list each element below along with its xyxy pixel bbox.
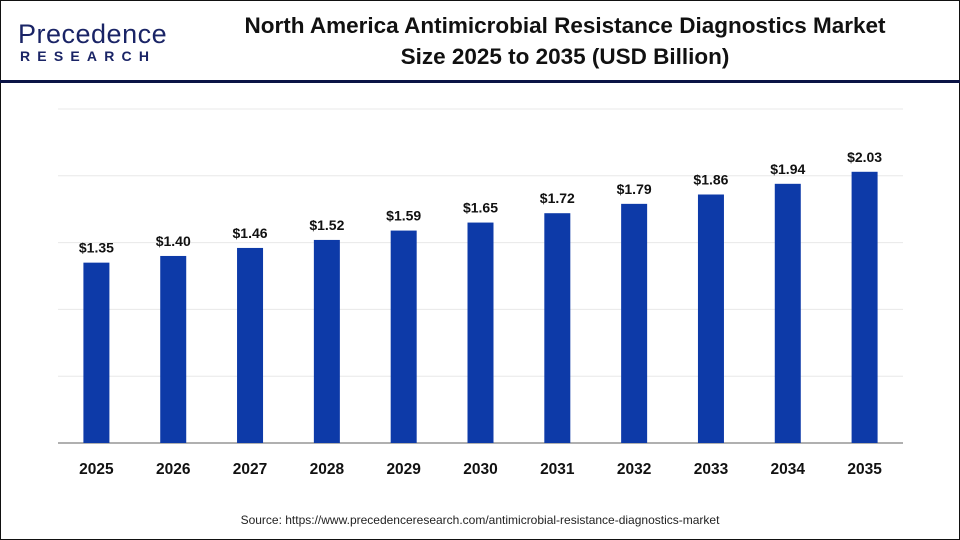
bar-2027 xyxy=(237,247,264,443)
x-tick-label: 2035 xyxy=(847,461,882,478)
bar-2032 xyxy=(621,203,648,443)
logo-subtitle: RESEARCH xyxy=(20,48,157,64)
data-label: $1.52 xyxy=(309,217,344,233)
x-tick-label: 2028 xyxy=(310,461,345,478)
data-label: $2.03 xyxy=(847,149,882,165)
data-label: $1.86 xyxy=(693,172,728,188)
x-tick-label: 2026 xyxy=(156,461,191,478)
data-label: $1.94 xyxy=(770,161,805,177)
x-tick-label: 2030 xyxy=(463,461,497,478)
bar-2025 xyxy=(83,262,110,443)
data-label: $1.59 xyxy=(386,208,421,224)
bar-2033 xyxy=(697,194,724,443)
bar-2034 xyxy=(774,183,801,444)
bar-2031 xyxy=(544,213,571,443)
data-label: $1.35 xyxy=(79,240,114,256)
header-divider xyxy=(0,80,960,83)
title-line-2: Size 2025 to 2035 (USD Billion) xyxy=(400,44,730,69)
data-label: $1.46 xyxy=(233,225,268,241)
bar-2029 xyxy=(390,230,417,443)
x-tick-label: 2027 xyxy=(233,461,267,478)
x-tick-label: 2033 xyxy=(694,461,729,478)
chart-title: North America Antimicrobial Resistance D… xyxy=(190,10,940,72)
bar-2035 xyxy=(851,171,878,444)
bar-2030 xyxy=(467,222,494,443)
logo-wordmark: Precedence xyxy=(18,19,168,49)
x-tick-label: 2032 xyxy=(617,461,651,478)
bar-2026 xyxy=(160,255,187,443)
logo: Precedence RESEARCH xyxy=(18,20,167,64)
x-tick-label: 2034 xyxy=(771,461,806,478)
data-label: $1.65 xyxy=(463,200,498,216)
data-label: $1.40 xyxy=(156,233,191,249)
x-tick-label: 2029 xyxy=(386,461,421,478)
x-tick-label: 2031 xyxy=(540,461,575,478)
data-label: $1.72 xyxy=(540,190,575,206)
title-line-1: North America Antimicrobial Resistance D… xyxy=(244,13,886,38)
bar-2028 xyxy=(313,239,340,443)
data-label: $1.79 xyxy=(617,181,652,197)
source-note: Source: https://www.precedenceresearch.c… xyxy=(240,513,720,527)
x-tick-label: 2025 xyxy=(79,461,114,478)
